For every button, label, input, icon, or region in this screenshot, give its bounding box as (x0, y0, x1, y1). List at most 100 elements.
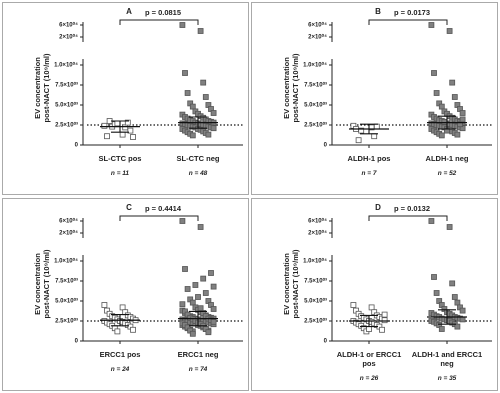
data-point (358, 127, 365, 134)
data-point (433, 290, 440, 296)
data-point (454, 131, 461, 138)
data-point (459, 116, 466, 123)
data-point (101, 302, 108, 308)
p-value: p = 0.0132 (394, 204, 430, 213)
data-point (449, 79, 456, 86)
y-tick-label: 6×10⁰⁴ (308, 22, 327, 29)
data-point (381, 317, 388, 324)
data-point (122, 124, 129, 131)
x-tick-label: ALDH-1 pos (347, 154, 391, 163)
data-point (197, 224, 204, 230)
bracket (368, 215, 448, 221)
data-point (428, 218, 435, 224)
data-point (197, 305, 204, 312)
x-tick-label: ALDH-1 neg (425, 154, 469, 163)
n-label: n = 48 (188, 170, 208, 177)
data-point (202, 94, 209, 100)
bracket (368, 19, 448, 25)
data-point (189, 299, 196, 306)
y-tick-label: 6×10⁰⁴ (59, 22, 78, 29)
n-label: n = 7 (361, 170, 377, 177)
chart: 0 2.5×10⁰³ 5.0×10⁰³ 7.5×10⁰³ 1.0×10⁰⁴ 2×10⁰⁴ 6… (54, 203, 243, 345)
data-point (459, 307, 466, 314)
data-point (101, 122, 108, 129)
y-tick-label: 0 (75, 339, 79, 345)
panel-letter: C (126, 203, 132, 212)
data-point (438, 132, 445, 139)
data-point (200, 79, 207, 86)
x-tick-label: SL-CTC neg (176, 154, 220, 163)
y-tick-label: 2.5×10⁰³ (55, 122, 78, 129)
data-point (127, 127, 134, 134)
data-point (182, 266, 188, 272)
y-tick-label: 7.5×10⁰³ (304, 278, 327, 285)
p-value: p = 0.0815 (145, 8, 181, 17)
y-tick-label: 5.0×10⁰³ (304, 102, 327, 109)
data-point (179, 22, 186, 28)
x-tick-label: ALDH-1 and ERCC1 neg (411, 350, 483, 368)
data-point (210, 110, 217, 116)
y-tick-label: 2×10⁰⁴ (59, 34, 78, 41)
data-point (433, 90, 440, 96)
data-point (350, 302, 357, 308)
data-point (202, 290, 209, 296)
data-point (451, 294, 458, 300)
y-tick-label: 2.5×10⁰³ (304, 122, 327, 129)
bracket (119, 215, 199, 221)
n-label: n = 52 (437, 170, 457, 177)
data-point (446, 224, 453, 230)
n-label: n = 26 (359, 375, 379, 382)
data-point (366, 326, 372, 332)
data-point (446, 28, 453, 34)
y-tick-label: 7.5×10⁰³ (55, 82, 78, 89)
data-point (130, 134, 136, 140)
data-point (379, 326, 385, 333)
data-point (124, 119, 131, 126)
data-point (210, 125, 217, 132)
data-point (210, 306, 217, 312)
y-tick-label: 1.0×10⁰⁴ (54, 62, 78, 69)
x-tick-label: ERCC1 neg (177, 350, 219, 359)
data-point (210, 283, 217, 290)
data-point (210, 318, 217, 325)
y-tick-label: 6×10⁰⁴ (308, 218, 327, 225)
panel-letter: B (375, 7, 381, 16)
data-point (184, 90, 191, 96)
data-point (205, 131, 212, 138)
data-point (431, 274, 437, 280)
y-axis-label: EV concentration post-NACT (10⁹/ml) (282, 249, 300, 319)
bracket (119, 19, 199, 25)
chart: 0 2.5×10⁰³ 5.0×10⁰³ 7.5×10⁰³ 1.0×10⁰⁴ 2×10⁰⁴ 6… (303, 7, 492, 149)
data-point (119, 304, 126, 311)
chart: 0 2.5×10⁰³ 5.0×10⁰³ 7.5×10⁰³ 1.0×10⁰⁴ 2×10⁰⁴ 6… (303, 203, 492, 345)
y-tick-label: 2×10⁰⁴ (59, 230, 78, 237)
data-point (355, 137, 362, 144)
data-point (195, 294, 201, 300)
panel: 0 2.5×10⁰³ 5.0×10⁰³ 7.5×10⁰³ 1.0×10⁰⁴ 2×10⁰⁴ 6… (2, 2, 249, 195)
y-tick-label: 0 (324, 339, 328, 345)
y-tick-label: 0 (75, 143, 79, 149)
y-tick-label: 0 (324, 143, 328, 149)
data-point (438, 326, 445, 332)
data-point (441, 118, 448, 125)
y-tick-label: 2×10⁰⁴ (308, 230, 327, 237)
data-point (381, 311, 388, 318)
data-point (208, 270, 214, 276)
y-tick-label: 5.0×10⁰³ (55, 298, 78, 305)
p-value: p = 0.4414 (145, 204, 182, 213)
data-point (189, 330, 196, 337)
data-point (179, 301, 186, 308)
x-tick-label: SL-CTC pos (98, 154, 142, 163)
y-tick-label: 6×10⁰⁴ (59, 218, 78, 225)
panel-letter: A (126, 7, 132, 16)
data-point (371, 133, 378, 140)
data-point (454, 323, 461, 330)
data-point (192, 282, 199, 288)
x-tick-label: ALDH-1 or ERCC1 pos (336, 350, 402, 368)
data-point (189, 132, 196, 139)
data-point (459, 110, 466, 116)
data-point (428, 22, 435, 28)
y-axis-label: EV concentration post-NACT (10⁹/ml) (33, 249, 51, 319)
data-point (130, 326, 136, 333)
